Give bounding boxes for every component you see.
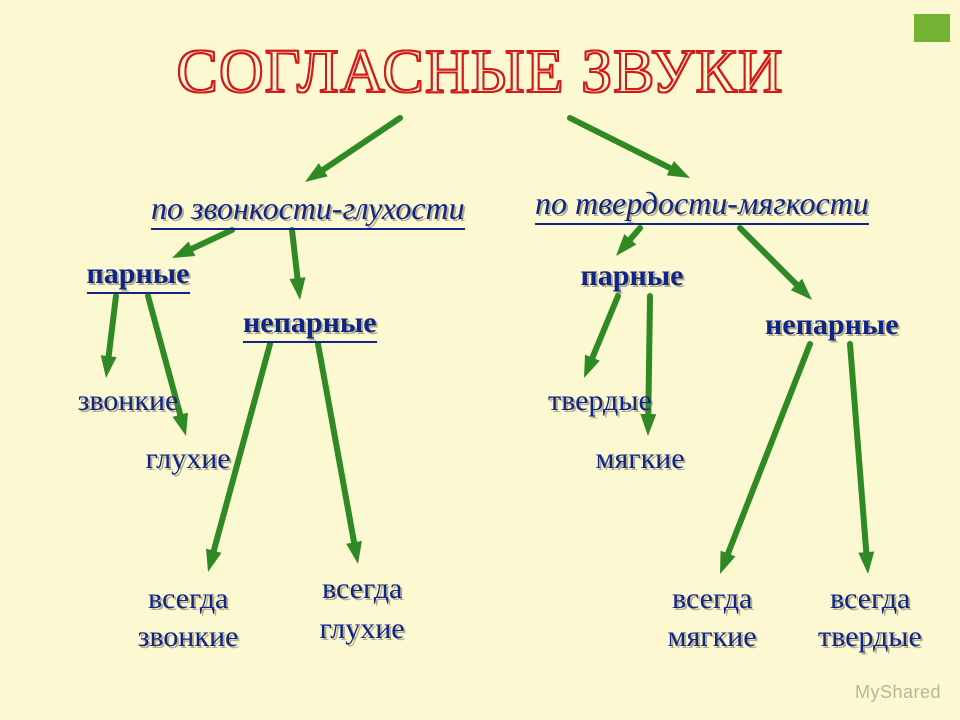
node-l_pair: парные (87, 257, 190, 294)
node-r_all_my2: мягкие (668, 620, 757, 653)
node-l_gluh: глухие (146, 442, 231, 475)
watermark: MyShared (855, 682, 941, 703)
node-l_all_zv1: всегда (148, 582, 228, 615)
node-r_pair: парные (581, 259, 684, 292)
node-l_zvon: звонкие (78, 384, 179, 417)
node-right_cat: по твердости-мягкости (535, 186, 869, 225)
arrows-layer (0, 0, 960, 720)
node-l_all_gl2: глухие (320, 612, 405, 645)
diagram-title: СОГЛАСНЫЕ ЗВУКИ (0, 38, 960, 106)
node-r_tver: твердые (548, 384, 652, 417)
node-left_cat: по звонкости-глухости (151, 191, 465, 230)
node-r_all_tv1: всегда (830, 582, 910, 615)
node-l_all_gl1: всегда (322, 572, 402, 605)
node-r_myag: мягкие (596, 442, 685, 475)
node-r_all_my1: всегда (672, 582, 752, 615)
node-l_unpair: непарные (243, 306, 377, 343)
node-r_unpair: непарные (765, 308, 899, 341)
node-l_all_zv2: звонкие (138, 620, 239, 653)
diagram-stage: СОГЛАСНЫЕ ЗВУКИ по звонкости-глухости по т… (0, 0, 960, 720)
node-r_all_tv2: твердые (818, 620, 922, 653)
